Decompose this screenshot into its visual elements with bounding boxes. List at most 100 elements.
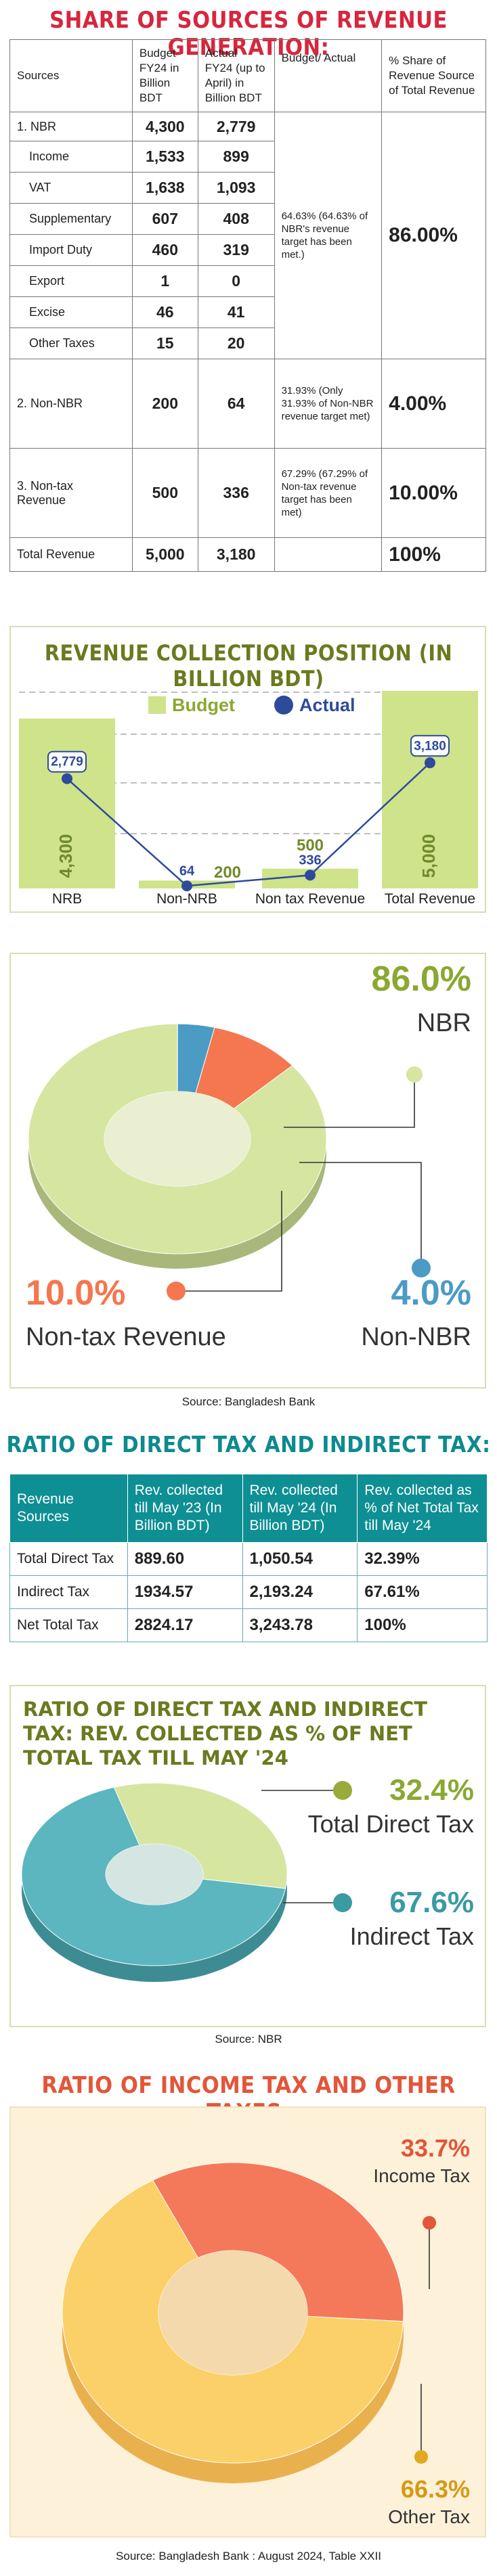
tax-may23-cell: 2824.17	[127, 1608, 243, 1642]
tax-source-cell: Net Total Tax	[9, 1608, 128, 1642]
tax-donut: 32.4% Total Direct Tax 67.6% Indirect Tax	[21, 1773, 474, 1982]
budget-cell: 607	[131, 203, 198, 235]
table-row: Other Taxes 15 20	[9, 327, 486, 359]
other-tax-name: Other Tax	[388, 2506, 470, 2527]
nontax-name: Non-tax Revenue	[26, 1323, 226, 1351]
source-cell: Import Duty	[9, 234, 133, 266]
callout-dot	[414, 2450, 428, 2464]
tax-header-may24: Rev. collected till May '24 (In Billion …	[242, 1474, 358, 1543]
budget-cell: 1,533	[131, 141, 198, 173]
direct-tax-name: Total Direct Tax	[308, 1810, 474, 1838]
collection-chart-panel	[9, 626, 486, 913]
table-row: Indirect Tax 1934.57 2,193.24 67.61%	[9, 1575, 488, 1609]
category-label: NRB	[52, 891, 82, 907]
donut-hole	[106, 1844, 203, 1905]
actual-label: 2,779	[51, 755, 83, 769]
actual-cell: 899	[197, 141, 275, 173]
actual-cell: 2,779	[197, 112, 275, 141]
actual-cell: 319	[197, 234, 275, 266]
donut-hole	[104, 1091, 251, 1186]
nbr-share: 86.00%	[381, 112, 486, 359]
nbr-percent: 86.0%	[372, 959, 471, 999]
actual-cell: 408	[197, 203, 275, 235]
callout-line	[180, 1191, 282, 1292]
tax-table-title: RATIO OF DIRECT TAX AND INDIRECT TAX:	[6, 1431, 491, 1458]
tax-may24-cell: 2,193.24	[242, 1575, 358, 1609]
table-row: Income 1,533 899	[9, 141, 486, 173]
budget-cell: 46	[131, 296, 198, 328]
category-label: Non-NRB	[156, 891, 217, 907]
legend-label-actual: Actual	[299, 695, 355, 715]
source-cell: Supplementary	[9, 203, 133, 235]
tax-header-percent: Rev. collected as % of Net Total Tax til…	[357, 1474, 488, 1543]
source-cell: 1. NBR	[9, 112, 133, 141]
tax-may23-cell: 1934.57	[127, 1575, 243, 1609]
actual-point	[62, 773, 72, 784]
actual-label-box	[410, 735, 450, 757]
table-row: Export 1 0	[9, 265, 486, 297]
income-donut: RATIO OF INCOME TAX AND OTHER TAXES 33.7…	[60, 2134, 470, 2527]
indirect-tax-name: Indirect Tax	[350, 1922, 474, 1950]
table-row: VAT 1,638 1,093	[9, 172, 486, 204]
actual-cell: 1,093	[197, 172, 275, 204]
category-label: Non tax Revenue	[255, 891, 365, 907]
revenue-table: Sources Budget FY24 in Billion BDT Actua…	[9, 39, 486, 572]
legend-swatch-actual	[274, 696, 293, 715]
table-row: Excise 46 41	[9, 296, 486, 328]
nonnbr-name: Non-NBR	[361, 1323, 471, 1351]
callout-line	[299, 1162, 422, 1264]
actual-cell: 20	[197, 327, 275, 359]
callout-dot	[167, 1282, 186, 1301]
source-cell: VAT	[9, 172, 133, 204]
nontax-share: 10.00%	[381, 448, 486, 538]
legend-swatch-budget	[148, 696, 166, 714]
actual-label: 64	[179, 863, 195, 878]
tax-percent-cell: 100%	[357, 1608, 488, 1642]
table-row: Supplementary 607 408	[9, 203, 486, 235]
actual-label: 3,180	[414, 739, 446, 753]
table-row: 1. NBR 4,300 2,779 64.63% (64.63% of NBR…	[9, 112, 486, 359]
actual-point	[425, 757, 435, 769]
actual-cell: 336	[197, 448, 275, 538]
income-tax-name: Income Tax	[373, 2165, 470, 2186]
header-budget-actual: Budget/ Actual	[274, 39, 383, 112]
budget-label: 4,300	[56, 834, 76, 878]
actual-point	[305, 869, 316, 881]
table-row: Import Duty 460 319	[9, 234, 486, 266]
budget-label: 500	[297, 836, 324, 855]
nonnbr-share: 4.00%	[381, 359, 486, 449]
table-row: 3. Non-tax Revenue 500 336 67.29% (67.29…	[9, 448, 486, 538]
source-cell: 2. Non-NBR	[9, 359, 133, 449]
share-donut: 86.0% NBR 4.0% Non-NBR 10.0% Non-tax Revenue	[26, 959, 471, 1351]
actual-label: 336	[299, 853, 321, 867]
header-sources: Sources	[9, 39, 133, 112]
donut-hole	[158, 2251, 307, 2375]
nontax-note: 67.29% (67.29% of Non-tax revenue target…	[274, 448, 383, 538]
income-tax-percent: 33.7%	[401, 2134, 470, 2162]
budget-bar	[382, 691, 478, 888]
budget-label: 5,000	[418, 834, 439, 878]
callout-dot	[333, 1893, 352, 1912]
callout-dot	[333, 1781, 352, 1800]
table-row: Net Total Tax 2824.17 3,243.78 100%	[9, 1608, 488, 1642]
nontax-percent: 10.0%	[26, 1273, 125, 1313]
tax-donut-source: Source: NBR	[215, 2033, 282, 2046]
budget-label: 200	[214, 863, 241, 882]
share-donut-panel	[9, 953, 486, 1388]
legend-label-budget: Budget	[172, 695, 235, 715]
budget-cell: 1,638	[131, 172, 198, 204]
callout-dot	[423, 2216, 436, 2230]
callout-dot	[406, 1066, 423, 1083]
actual-point	[181, 880, 192, 892]
nbr-name: NBR	[417, 1009, 471, 1037]
category-label: Total Revenue	[385, 891, 475, 907]
actual-series-line	[66, 762, 431, 887]
tax-percent-cell: 32.39%	[357, 1542, 488, 1576]
total-share: 100%	[381, 537, 486, 572]
nbr-note: 64.63% (64.63% of NBR's revenue target h…	[274, 112, 383, 359]
nonnbr-note: 31.93% (Only 31.93% of Non-NBR revenue t…	[274, 359, 383, 449]
share-donut-source: Source: Bangladesh Bank	[181, 1395, 316, 1408]
budget-cell: 460	[131, 234, 198, 266]
tax-donut-title: RATIO OF DIRECT TAX AND INDIRECT TAX: RE…	[23, 1698, 428, 1769]
nonnbr-percent: 4.0%	[391, 1273, 471, 1313]
